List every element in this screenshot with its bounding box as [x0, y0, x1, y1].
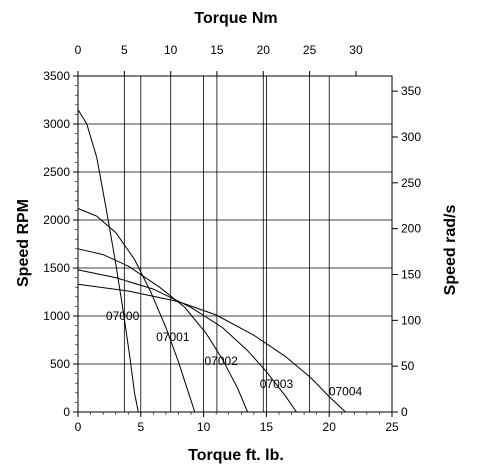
right-axis-tick-label: 250	[401, 176, 421, 190]
series-layer	[77, 109, 346, 413]
right-axis-tick-label: 200	[401, 222, 421, 236]
series-label-07001: 07001	[156, 330, 190, 344]
grid-layer	[78, 76, 392, 412]
series-line-07001	[77, 208, 196, 413]
top-axis-tick-label: 0	[75, 43, 82, 57]
left-axis-title: Speed RPM	[15, 199, 32, 287]
right-axis-title: Speed rad/s	[442, 205, 459, 296]
left-axis-tick-label: 3000	[43, 117, 70, 131]
top-axis-tick-label: 10	[164, 43, 178, 57]
right-axis-tick-label: 300	[401, 130, 421, 144]
series-line-07003	[77, 269, 297, 413]
bottom-axis-tick-label: 10	[197, 420, 211, 434]
series-line-07002	[77, 248, 249, 413]
left-axis-tick-label: 1500	[43, 261, 70, 275]
left-axis-tick-label: 3500	[43, 69, 70, 83]
left-axis-tick-label: 0	[63, 405, 70, 419]
top-axis-title: Torque Nm	[194, 10, 277, 27]
series-label-07000: 07000	[106, 309, 140, 323]
series-label-07003: 07003	[260, 377, 294, 391]
series-label-layer: 07000 07001 07002 07003 07004	[106, 309, 363, 399]
right-axis-tick-label: 100	[401, 313, 421, 327]
left-axis-tick-label: 2500	[43, 165, 70, 179]
bottom-axis-tick-label: 0	[75, 420, 82, 434]
axis-layer: 0 5 10 15 20 250 5 10 15 20 25 30050010001500200025…	[43, 43, 421, 434]
top-axis-tick-label: 15	[210, 43, 224, 57]
right-axis-tick-label: 50	[401, 359, 415, 373]
series-label-07002: 07002	[204, 354, 238, 368]
plot-frame	[77, 75, 393, 413]
top-axis-tick-label: 5	[121, 43, 128, 57]
left-axis-tick-label: 2000	[43, 213, 70, 227]
series-line-07004	[77, 283, 346, 413]
top-axis-tick-label: 30	[349, 43, 363, 57]
bottom-axis-title: Torque ft. lb.	[188, 447, 284, 464]
bottom-axis-tick-label: 20	[323, 420, 337, 434]
left-axis-tick-label: 1000	[43, 309, 70, 323]
right-axis-tick-label: 350	[401, 84, 421, 98]
series-label-07004: 07004	[329, 385, 363, 399]
right-axis-tick-label: 0	[401, 405, 408, 419]
left-axis-tick-label: 500	[50, 357, 70, 371]
bottom-axis-tick-label: 15	[260, 420, 274, 434]
top-axis-tick-label: 25	[303, 43, 317, 57]
series-line-07000	[77, 109, 139, 413]
top-axis-tick-label: 20	[257, 43, 271, 57]
bottom-axis-tick-label: 25	[385, 420, 399, 434]
bottom-axis-tick-label: 5	[137, 420, 144, 434]
right-axis-tick-label: 150	[401, 267, 421, 281]
